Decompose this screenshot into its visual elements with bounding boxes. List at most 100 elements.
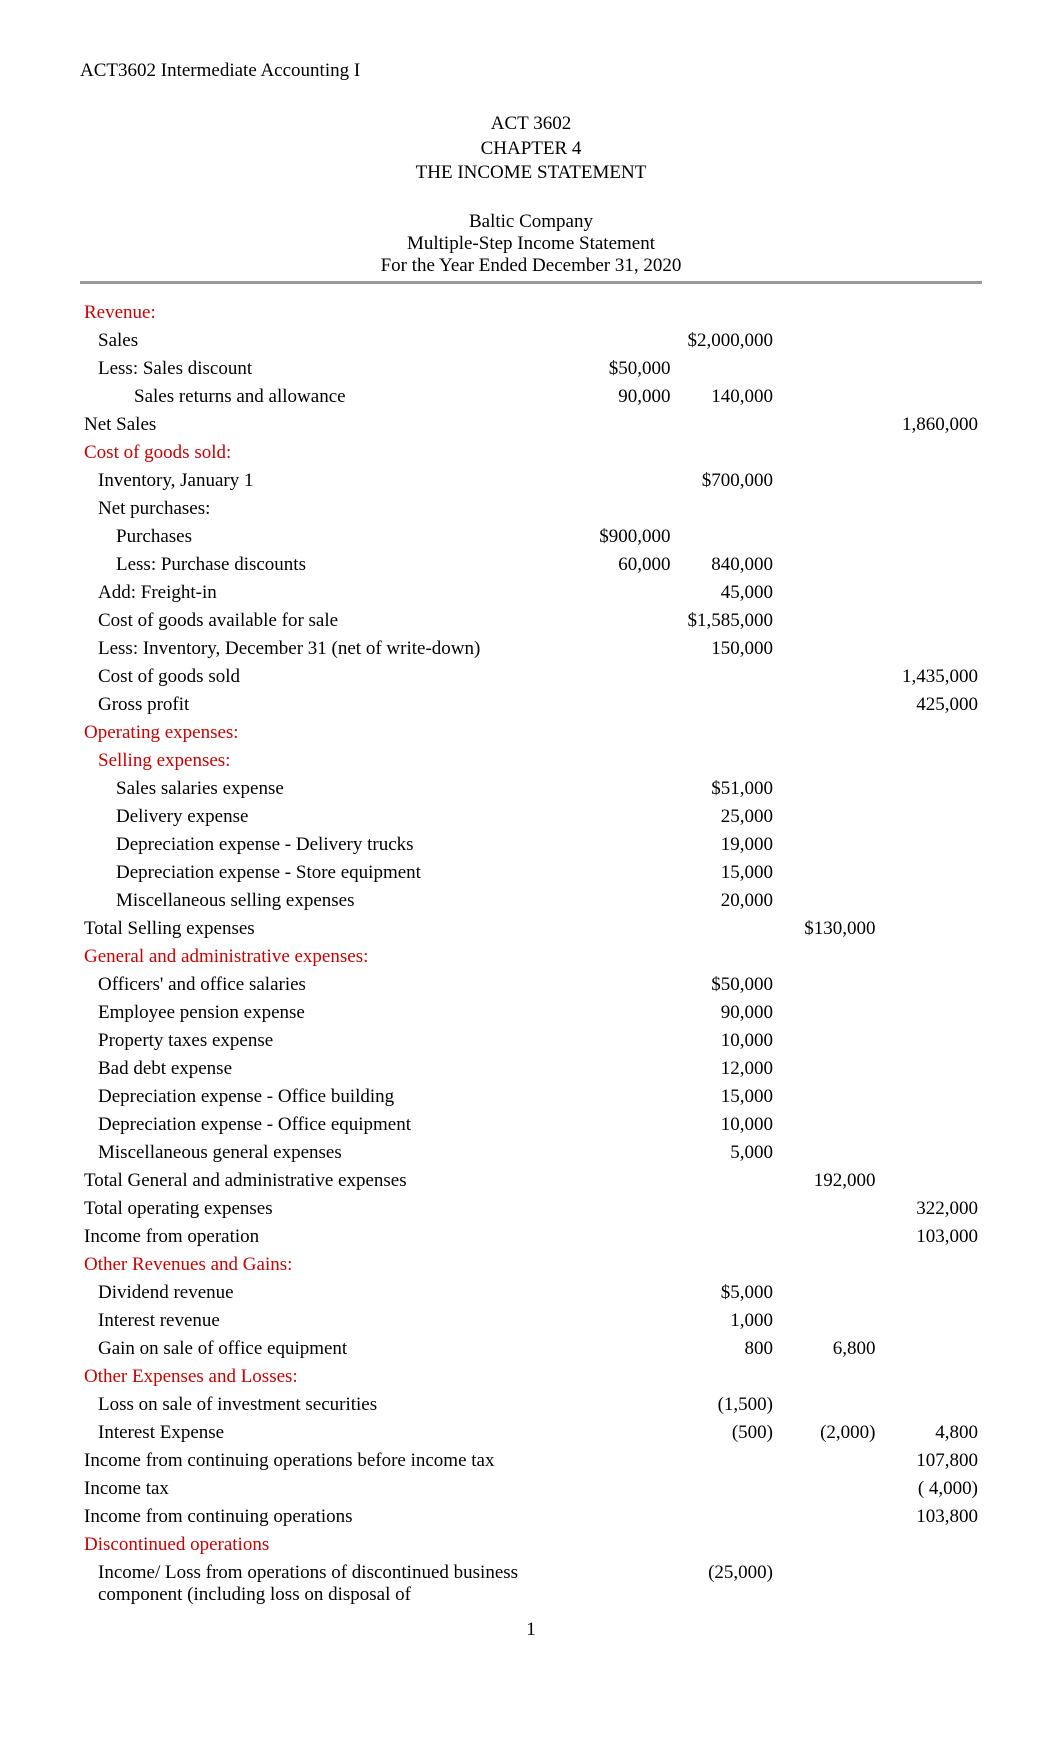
row-c4	[880, 1027, 983, 1055]
row-c3	[777, 747, 880, 775]
row-c2: 10,000	[675, 1027, 778, 1055]
row-c1	[572, 1139, 675, 1167]
row-c3: $130,000	[777, 915, 880, 943]
table-row: Bad debt expense12,000	[80, 1055, 982, 1083]
row-c3	[777, 383, 880, 411]
table-row: Income/ Loss from operations of disconti…	[80, 1559, 982, 1609]
row-c4: 103,000	[880, 1223, 983, 1251]
row-label: Less: Sales discount	[80, 355, 572, 383]
row-c1	[572, 467, 675, 495]
row-c4	[880, 803, 983, 831]
table-row: Discontinued operations	[80, 1531, 982, 1559]
row-c1	[572, 327, 675, 355]
table-row: Gain on sale of office equipment8006,800	[80, 1335, 982, 1363]
row-label: Less: Inventory, December 31 (net of wri…	[80, 635, 572, 663]
row-c1	[572, 803, 675, 831]
row-c4	[880, 579, 983, 607]
row-c2: $700,000	[675, 467, 778, 495]
row-c2	[675, 747, 778, 775]
table-row: Less: Inventory, December 31 (net of wri…	[80, 635, 982, 663]
table-row: Officers' and office salaries$50,000	[80, 971, 982, 999]
row-label: Delivery expense	[80, 803, 572, 831]
row-c2: 19,000	[675, 831, 778, 859]
row-c4	[880, 1139, 983, 1167]
row-c3	[777, 1195, 880, 1223]
row-c3	[777, 1223, 880, 1251]
row-c4	[880, 1391, 983, 1419]
row-c3	[777, 859, 880, 887]
row-label: Interest revenue	[80, 1307, 572, 1335]
row-c4	[880, 1083, 983, 1111]
table-row: Net Sales1,860,000	[80, 411, 982, 439]
row-label: Property taxes expense	[80, 1027, 572, 1055]
row-c4	[880, 607, 983, 635]
row-c4	[880, 1279, 983, 1307]
row-c3	[777, 551, 880, 579]
row-c1	[572, 579, 675, 607]
row-c2	[675, 299, 778, 327]
row-c3	[777, 1307, 880, 1335]
row-c4	[880, 887, 983, 915]
row-c4	[880, 943, 983, 971]
row-c4	[880, 355, 983, 383]
table-row: Selling expenses:	[80, 747, 982, 775]
table-row: Interest Expense(500)(2,000)4,800	[80, 1419, 982, 1447]
row-c1	[572, 1335, 675, 1363]
statement-header: Baltic Company Multiple-Step Income Stat…	[80, 211, 982, 277]
row-c3	[777, 1111, 880, 1139]
row-c3	[777, 971, 880, 999]
row-c4	[880, 971, 983, 999]
row-c3	[777, 1447, 880, 1475]
row-c4	[880, 1307, 983, 1335]
table-row: Net purchases:	[80, 495, 982, 523]
row-c2	[675, 1475, 778, 1503]
row-c4: 107,800	[880, 1447, 983, 1475]
table-row: Depreciation expense - Store equipment15…	[80, 859, 982, 887]
row-c2: 1,000	[675, 1307, 778, 1335]
table-row: Delivery expense 25,000	[80, 803, 982, 831]
row-c3	[777, 691, 880, 719]
row-c4	[880, 551, 983, 579]
course-header: ACT3602 Intermediate Accounting I	[80, 60, 982, 82]
row-label: Revenue:	[80, 299, 572, 327]
table-row: Cost of goods sold:	[80, 439, 982, 467]
row-c2: 140,000	[675, 383, 778, 411]
row-label: Gross profit	[80, 691, 572, 719]
row-c3	[777, 411, 880, 439]
row-c2	[675, 1503, 778, 1531]
row-label: Gain on sale of office equipment	[80, 1335, 572, 1363]
row-c1	[572, 943, 675, 971]
row-c3	[777, 831, 880, 859]
row-c2: 5,000	[675, 1139, 778, 1167]
row-c1	[572, 775, 675, 803]
row-c1	[572, 495, 675, 523]
row-c1	[572, 1363, 675, 1391]
table-row: Total Selling expenses$130,000	[80, 915, 982, 943]
row-c4: ( 4,000)	[880, 1475, 983, 1503]
row-c2	[675, 355, 778, 383]
row-label: Other Revenues and Gains:	[80, 1251, 572, 1279]
table-row: Loss on sale of investment securities(1,…	[80, 1391, 982, 1419]
row-c2	[675, 495, 778, 523]
table-row: Less: Sales discount$50,000	[80, 355, 982, 383]
row-c3	[777, 1083, 880, 1111]
row-c1	[572, 887, 675, 915]
row-c2: (1,500)	[675, 1391, 778, 1419]
row-c3	[777, 327, 880, 355]
table-row: Cost of goods sold1,435,000	[80, 663, 982, 691]
row-c2: 20,000	[675, 887, 778, 915]
row-label: Depreciation expense - Store equipment	[80, 859, 572, 887]
table-row: Other Revenues and Gains:	[80, 1251, 982, 1279]
row-c2: (25,000)	[675, 1559, 778, 1609]
row-label: Sales salaries expense	[80, 775, 572, 803]
row-label: Dividend revenue	[80, 1279, 572, 1307]
row-c3	[777, 1531, 880, 1559]
row-c3	[777, 579, 880, 607]
table-row: Inventory, January 1$700,000	[80, 467, 982, 495]
row-c4	[880, 859, 983, 887]
row-c3	[777, 1055, 880, 1083]
row-c2	[675, 1195, 778, 1223]
statement-period: For the Year Ended December 31, 2020	[80, 255, 982, 277]
row-c2: 25,000	[675, 803, 778, 831]
table-row: Depreciation expense - Office equipment1…	[80, 1111, 982, 1139]
